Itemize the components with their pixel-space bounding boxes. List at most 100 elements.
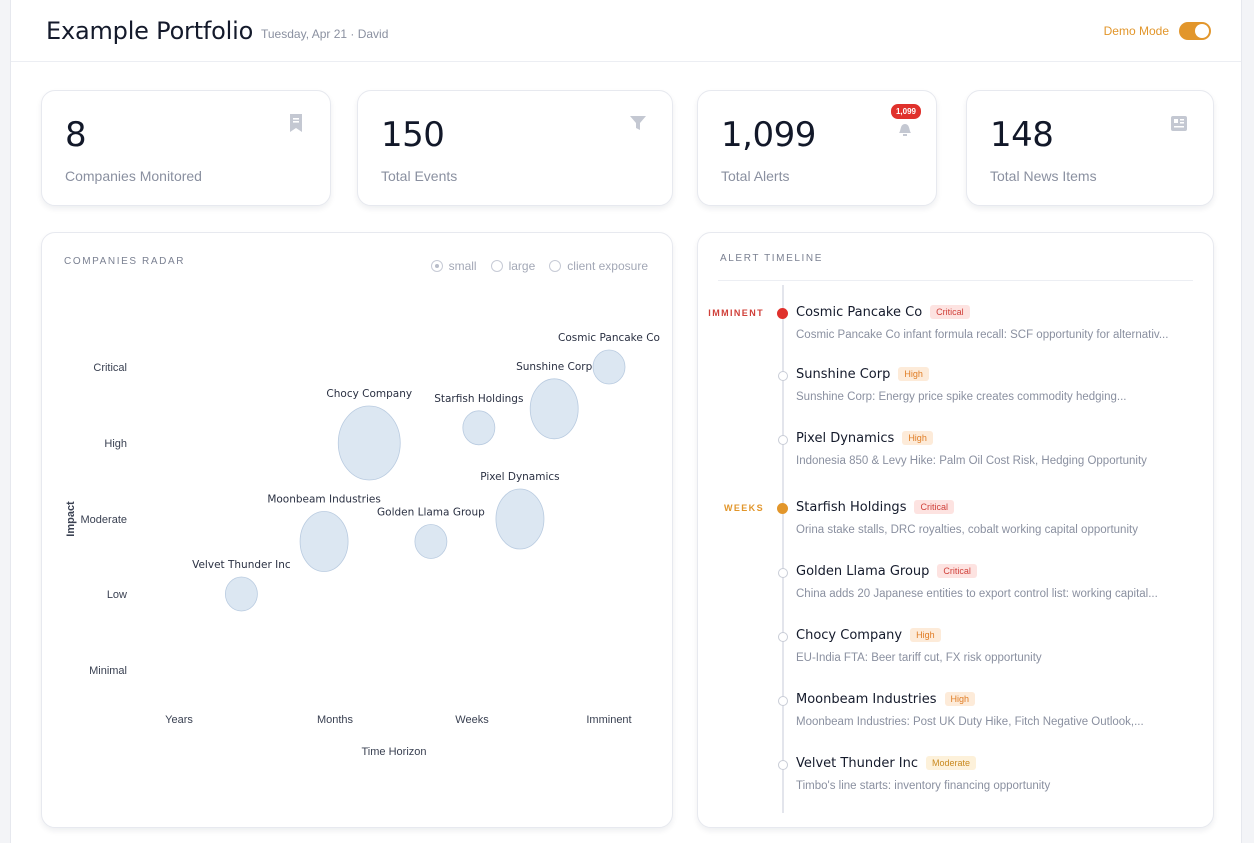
- stat-value: 150: [381, 115, 445, 155]
- stat-card-news[interactable]: 148 Total News Items: [966, 90, 1214, 206]
- timeline-dot: [777, 503, 788, 514]
- alert-description: EU-India FTA: Beer tariff cut, FX risk o…: [796, 652, 1042, 664]
- radio-label: small: [448, 259, 477, 273]
- divider: [718, 280, 1193, 281]
- stat-card-alerts[interactable]: 1,099 Total Alerts 1,099: [697, 90, 937, 206]
- newspaper-icon: [1171, 116, 1187, 131]
- timeline-item[interactable]: Velvet Thunder Inc Moderate Timbo's line s…: [698, 754, 1213, 814]
- alert-description: Timbo's line starts: inventory financing…: [796, 780, 1051, 792]
- filter-icon: [630, 116, 646, 130]
- severity-tag: Critical: [937, 564, 977, 578]
- company-name: Chocy Company High: [796, 628, 941, 643]
- stat-label: Total Alerts: [721, 168, 790, 184]
- radio-label: large: [508, 259, 536, 273]
- toggle-knob: [1195, 24, 1209, 38]
- timeline-item[interactable]: Chocy Company High EU-India FTA: Beer tari…: [698, 626, 1213, 686]
- y-tick-label: Low: [107, 589, 127, 601]
- alert-description: China adds 20 Japanese entities to expor…: [796, 588, 1158, 600]
- timeline-item[interactable]: IMMINENT Cosmic Pancake Co Critical Cosmic …: [698, 303, 1213, 363]
- bubble-point: [529, 378, 579, 440]
- severity-tag: Critical: [914, 500, 954, 514]
- severity-tag: Moderate: [926, 756, 977, 770]
- stat-card-events[interactable]: 150 Total Events: [357, 90, 673, 206]
- company-name-text: Cosmic Pancake Co: [796, 305, 923, 320]
- company-name-text: Chocy Company: [796, 628, 903, 643]
- bookmark-icon: [290, 114, 302, 132]
- severity-tag: High: [910, 628, 941, 642]
- timeline-dot: [778, 568, 788, 578]
- y-tick-label: High: [104, 438, 127, 450]
- bubble-point: [337, 405, 401, 481]
- dashboard: Example Portfolio Tuesday, Apr 21 · Davi…: [10, 0, 1242, 843]
- bubble-point: [414, 524, 448, 559]
- severity-tag: High: [902, 431, 933, 445]
- company-name: Velvet Thunder Inc Moderate: [796, 756, 977, 771]
- timeline-title: ALERT TIMELINE: [720, 253, 823, 264]
- company-name: Sunshine Corp High: [796, 367, 929, 382]
- company-name-text: Moonbeam Industries: [796, 692, 937, 707]
- x-axis-label: Time Horizon: [362, 746, 427, 758]
- timeline-item[interactable]: Moonbeam Industries High Moonbeam Industri…: [698, 690, 1213, 750]
- page-subtitle: Tuesday, Apr 21 · David: [261, 27, 389, 41]
- bubble-point: [495, 488, 545, 550]
- demo-mode-toggle[interactable]: [1179, 22, 1211, 40]
- bubble-label: Moonbeam Industries: [267, 494, 381, 506]
- company-name-text: Golden Llama Group: [796, 564, 930, 579]
- radio-client-exposure[interactable]: client exposure: [549, 259, 648, 273]
- timeline-dot: [777, 308, 788, 319]
- company-name: Starfish Holdings Critical: [796, 500, 954, 515]
- bubble-point: [462, 410, 496, 446]
- timeline-item[interactable]: Sunshine Corp High Sunshine Corp: Energy p…: [698, 365, 1213, 425]
- company-name: Moonbeam Industries High: [796, 692, 976, 707]
- company-name: Cosmic Pancake Co Critical: [796, 305, 970, 320]
- timeline-dot: [778, 435, 788, 445]
- x-tick-label: Years: [165, 714, 193, 726]
- radar-size-options: small large client exposure: [430, 259, 648, 273]
- y-tick-label: Minimal: [89, 665, 127, 677]
- bubble-label: Starfish Holdings: [434, 393, 523, 405]
- timeline-dot: [778, 696, 788, 706]
- bubble-label: Sunshine Corp: [516, 361, 593, 373]
- radio-dot: [430, 260, 443, 272]
- timeline-dot: [778, 371, 788, 381]
- page-header: Example Portfolio Tuesday, Apr 21 · Davi…: [11, 0, 1241, 62]
- bubble-label: Cosmic Pancake Co: [558, 332, 660, 344]
- bubble-point: [224, 576, 258, 612]
- alert-timeline-panel: ALERT TIMELINE IMMINENT Cosmic Pancake Co…: [697, 232, 1214, 828]
- x-tick-label: Weeks: [455, 714, 489, 726]
- bubble-point: [592, 349, 626, 385]
- timeline-dot: [778, 760, 788, 770]
- y-tick-label: Moderate: [81, 514, 127, 526]
- timeline-item[interactable]: WEEKS Starfish Holdings Critical Orina stak…: [698, 498, 1213, 558]
- timeline-item[interactable]: Pixel Dynamics High Indonesia 850 & Levy H…: [698, 429, 1213, 489]
- stat-value: 148: [990, 115, 1054, 155]
- bubble-label: Pixel Dynamics: [480, 471, 559, 483]
- company-name-text: Sunshine Corp: [796, 367, 891, 382]
- severity-tag: High: [944, 692, 976, 706]
- alert-description: Moonbeam Industries: Post UK Duty Hike, …: [796, 716, 1144, 728]
- company-name: Pixel Dynamics High: [796, 431, 933, 446]
- stat-value: 1,099: [721, 115, 816, 155]
- y-tick-label: Critical: [93, 362, 127, 374]
- company-name: Golden Llama Group Critical: [796, 564, 977, 579]
- radio-small[interactable]: small: [430, 259, 477, 273]
- timeline-line: [782, 285, 784, 813]
- radio-large[interactable]: large: [490, 259, 536, 273]
- x-tick-label: Months: [317, 714, 354, 726]
- alert-description: Orina stake stalls, DRC royalties, cobal…: [796, 524, 1138, 536]
- y-axis-label: Impact: [65, 501, 77, 537]
- demo-mode-control[interactable]: Demo Mode: [1104, 22, 1211, 40]
- bubble-point: [299, 511, 349, 572]
- stat-value: 8: [65, 115, 87, 155]
- alert-description: Indonesia 850 & Levy Hike: Palm Oil Cost…: [796, 455, 1147, 467]
- stat-card-companies[interactable]: 8 Companies Monitored: [41, 90, 331, 206]
- timeline-item[interactable]: Golden Llama Group Critical China adds 20 …: [698, 562, 1213, 622]
- companies-radar-panel: Minimal Low Moderate High Critical Years Month…: [41, 232, 673, 828]
- company-name-text: Starfish Holdings: [796, 500, 907, 515]
- horizon-label: IMMINENT: [708, 308, 764, 318]
- page-title: Example Portfolio: [46, 17, 254, 45]
- company-name-text: Pixel Dynamics: [796, 431, 895, 446]
- radio-dot: [549, 260, 562, 272]
- severity-tag: Critical: [930, 305, 970, 319]
- radio-dot: [490, 260, 503, 272]
